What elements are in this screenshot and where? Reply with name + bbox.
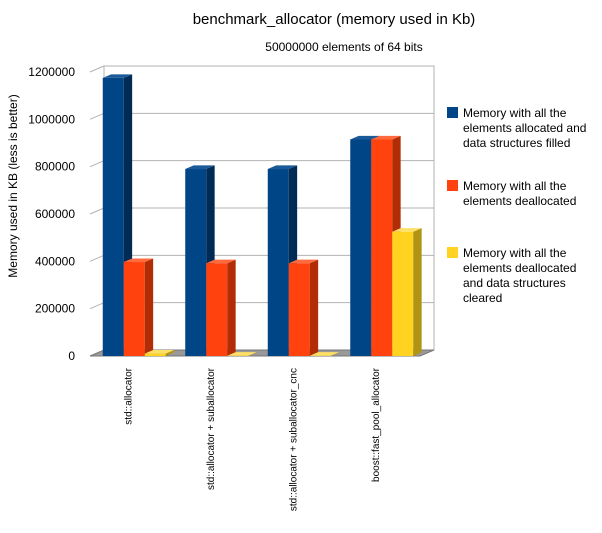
bar-top	[102, 74, 133, 78]
bar	[392, 228, 422, 356]
bar-front	[123, 262, 145, 356]
bar	[123, 258, 154, 356]
gridline-depth	[89, 207, 105, 215]
x-tick-label: boost::fast_pool_allocator	[371, 367, 382, 482]
bar-top	[206, 259, 236, 264]
y-tick-label: 400000	[35, 254, 75, 268]
legend-item: Memory with all the elements deallocated	[447, 179, 576, 208]
bar-top	[144, 350, 175, 354]
bar-side	[165, 350, 175, 356]
bar-top	[288, 259, 319, 264]
legend-swatch	[447, 107, 458, 118]
legend-item: Memory with all the elements deallocated a…	[447, 246, 576, 305]
legend-swatch	[447, 247, 458, 258]
gridline-depth	[89, 302, 105, 310]
bar-front	[102, 77, 124, 357]
bar	[288, 259, 319, 356]
bar-side	[413, 228, 422, 356]
bar-side	[144, 258, 154, 356]
bar-front	[392, 231, 414, 356]
bar-front	[144, 353, 166, 356]
bars	[102, 74, 422, 357]
bar-front	[267, 169, 289, 356]
gridline-depth	[89, 65, 105, 73]
y-tick-label: 1200000	[28, 65, 75, 79]
bar-front	[185, 169, 207, 356]
bar-front	[288, 263, 310, 356]
bar	[144, 350, 175, 356]
legend-label: Memory with all the elements deallocated a…	[463, 246, 576, 305]
legend-swatch	[447, 180, 458, 191]
chart-subtitle: 50000000 elements of 64 bits	[265, 40, 422, 54]
bar-top	[350, 135, 380, 140]
gridline-depth	[89, 254, 105, 262]
y-tick-label: 1000000	[28, 112, 75, 126]
legend-label: Memory with all the elements allocated an…	[463, 106, 586, 150]
bar-side	[227, 259, 236, 356]
legend: Memory with all the elements allocated an…	[447, 106, 586, 305]
bar	[309, 352, 340, 356]
bar	[227, 352, 257, 356]
bar-side	[309, 259, 319, 356]
bar-front	[206, 263, 228, 356]
bar-side	[330, 352, 340, 356]
y-axis-ticks: 0 200000 400000 600000 800000 1000000 1200000	[28, 65, 75, 363]
bar-top	[123, 258, 154, 263]
x-tick-label: std::allocator	[123, 367, 134, 424]
bar-side	[248, 352, 257, 356]
bar-top	[371, 135, 401, 140]
legend-label: Memory with all the elements deallocated	[463, 179, 576, 208]
legend-item: Memory with all the elements allocated an…	[447, 106, 586, 150]
bar-top	[309, 352, 340, 356]
y-tick-label: 200000	[35, 302, 75, 316]
x-tick-label: std::allocator + suballocator_cnc	[288, 368, 299, 511]
bar-top	[185, 165, 215, 170]
bar-front	[350, 139, 372, 356]
bar-top	[392, 228, 422, 232]
y-axis-label: Memory used in KB (less is better)	[6, 94, 20, 277]
x-axis-labels: std::allocator std::allocator + suballoca…	[123, 367, 382, 511]
y-tick-label: 800000	[35, 160, 75, 174]
bar	[206, 259, 236, 356]
bar-front	[371, 139, 393, 356]
bar-top	[267, 165, 298, 170]
gridline-depth	[89, 112, 105, 120]
bar-top	[227, 352, 257, 356]
x-tick-label: std::allocator + suballocator	[206, 367, 217, 490]
y-tick-label: 0	[68, 349, 75, 363]
gridline-depth	[89, 160, 105, 168]
y-tick-label: 600000	[35, 207, 75, 221]
chart-title: benchmark_allocator (memory used in Kb)	[193, 11, 476, 28]
